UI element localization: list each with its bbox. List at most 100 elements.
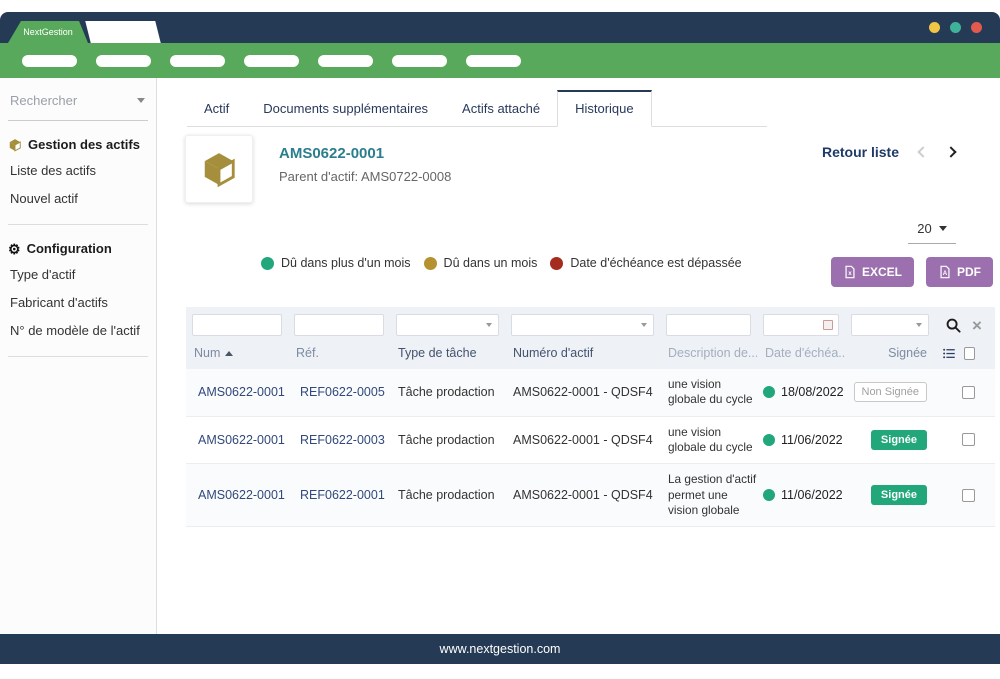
tab-actifs-attache[interactable]: Actifs attaché [462,101,541,116]
chevron-down-icon [486,323,492,327]
pdf-file-icon: A [940,265,950,279]
sidebar-section-title: Configuration [26,241,112,256]
search-icon[interactable] [945,317,962,334]
ref-link[interactable]: REF0622-0005 [288,377,390,407]
filter-asset-number-select[interactable] [511,314,654,336]
browser-tab-active[interactable]: NextGestion [8,21,88,43]
column-header-num[interactable]: Num [186,346,288,360]
ref-link[interactable]: REF0622-0001 [288,480,390,510]
column-header-ref[interactable]: Réf. [296,346,319,360]
tab-documents-supplementaires[interactable]: Documents supplémentaires [263,101,429,116]
export-pdf-button[interactable]: A PDF [926,257,993,287]
table-row[interactable]: AMS0622-0001 REF0622-0005 Tâche prodacti… [186,369,995,417]
menu-pill[interactable] [466,54,521,67]
ref-link[interactable]: REF0622-0003 [288,425,390,455]
gold-dot-icon [423,256,437,270]
due-date-cell: 18/08/2022 [757,377,845,407]
num-value: AMS0622-0001 [198,488,285,503]
minimize-button[interactable] [929,22,940,33]
close-button[interactable] [971,22,982,33]
back-to-list-link[interactable]: Retour liste [821,144,899,160]
svg-text:x: x [848,270,852,277]
table-row[interactable]: AMS0622-0001 REF0622-0003 Tâche prodacti… [186,417,995,465]
menu-pill[interactable] [170,54,225,67]
menu-pill[interactable] [96,54,151,67]
asset-number-cell: AMS0622-0001 - QDSF4 [513,385,653,400]
browser-titlebar: NextGestion [0,12,1000,43]
due-date-cell: 11/06/2022 [757,425,845,455]
back-navigation: Retour liste [821,144,957,160]
due-date-legend: Dû dans plus d'un mois Dû dans un mois D… [261,256,742,270]
num-link[interactable]: AMS0622-0001 [186,425,288,455]
filter-signed-select[interactable] [851,314,929,336]
task-type-cell: Tâche prodaction [398,385,495,400]
filter-description-input[interactable] [666,314,751,336]
row-select-cell [935,425,995,454]
menu-pill[interactable] [318,54,373,67]
column-header-task-type[interactable]: Type de tâche [398,346,477,360]
sidebar-item-nouvel-actif[interactable]: Nouvel actif [10,191,78,206]
due-date-value: 11/06/2022 [781,488,843,503]
legend-item: Dû dans un mois [423,256,537,270]
filter-ref-input[interactable] [294,314,384,336]
chevron-right-icon[interactable] [945,146,957,158]
green-dot-icon [763,386,775,399]
export-buttons: x EXCEL A PDF [830,257,993,287]
export-excel-button[interactable]: x EXCEL [830,257,914,287]
box-icon [9,138,21,152]
clear-icon[interactable]: × [972,315,982,335]
status-badge: Signée [870,429,927,450]
column-header-due-date[interactable]: Date d'échéa... [765,346,845,360]
sidebar-item-type-dactif[interactable]: Type d'actif [10,267,76,282]
num-link[interactable]: AMS0622-0001 [186,480,288,510]
gear-icon: ⚙ [8,240,21,257]
asset-title[interactable]: AMS0622-0001 [279,145,385,162]
sidebar-section-configuration: ⚙ Configuration [8,241,148,256]
filter-due-date-input[interactable] [763,314,839,336]
sidebar-item-liste-des-actifs[interactable]: Liste des actifs [10,163,96,178]
top-menubar [0,43,1000,78]
filter-num-input[interactable] [192,314,282,336]
sidebar-item-fabricant-dactifs[interactable]: Fabricant d'actifs [10,295,108,310]
task-type-cell: Tâche prodaction [398,432,495,447]
tab-historique[interactable]: Historique [557,90,652,127]
sidebar-item-numero-modele[interactable]: N° de modèle de l'actif [10,323,140,338]
divider [8,356,148,357]
sidebar-search-select[interactable]: Rechercher [8,88,148,121]
search-placeholder: Rechercher [10,93,78,108]
num-link[interactable]: AMS0622-0001 [186,377,288,407]
filter-task-type-select[interactable] [396,314,499,336]
red-dot-icon [550,256,564,270]
column-header-description[interactable]: Description de... [668,346,757,360]
footer-url: www.nextgestion.com [439,642,561,656]
column-header-asset-number[interactable]: Numéro d'actif [513,346,594,360]
list-view-icon[interactable] [943,347,955,360]
num-value: AMS0622-0001 [198,385,285,400]
tab-actif[interactable]: Actif [204,101,230,116]
select-all-checkbox[interactable] [964,346,975,360]
menu-pill[interactable] [244,54,299,67]
calendar-icon[interactable] [823,320,833,330]
main-area: Rechercher Gestion des actifs Liste des … [0,78,1000,634]
chevron-left-icon[interactable] [917,146,929,158]
row-checkbox[interactable] [962,385,975,399]
page-size-value: 20 [917,221,932,236]
column-header-signed[interactable]: Signée [888,346,927,360]
table-row[interactable]: AMS0622-0001 REF0622-0001 Tâche prodacti… [186,464,995,528]
green-dot-icon [763,489,775,502]
legend-label: Date d'échéance est dépassée [570,256,742,270]
filter-row: × [186,307,995,339]
footer-bar: www.nextgestion.com [0,634,1000,664]
due-date-cell: 11/06/2022 [757,480,845,510]
browser-tab-blank[interactable] [85,21,161,43]
tab-bar: Actif Documents supplémentaires Actifs a… [187,90,767,127]
menu-pill[interactable] [392,54,447,67]
export-excel-label: EXCEL [861,265,902,279]
page-size-select[interactable]: 20 [908,221,956,244]
row-checkbox[interactable] [962,433,975,447]
chevron-down-icon [916,323,922,327]
ref-value: REF0622-0003 [300,432,385,447]
maximize-button[interactable] [950,22,961,33]
row-checkbox[interactable] [962,488,975,502]
menu-pill[interactable] [22,54,77,67]
